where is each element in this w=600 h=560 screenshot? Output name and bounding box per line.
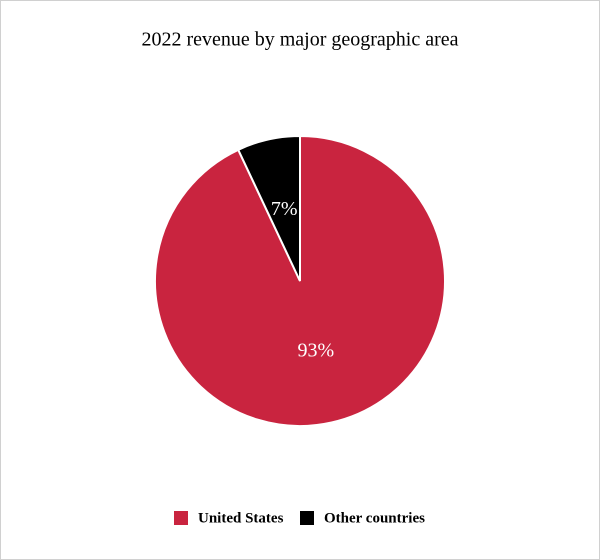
pie-slice [236,134,301,282]
slice-label: 7% [271,198,298,220]
legend-label: United States [198,510,284,526]
slice-label: 93% [297,339,334,361]
chart-title: 2022 revenue by major geographic area [141,29,458,51]
legend-swatch [174,511,188,525]
legend-label: Other countries [324,510,425,526]
legend-swatch [300,511,314,525]
